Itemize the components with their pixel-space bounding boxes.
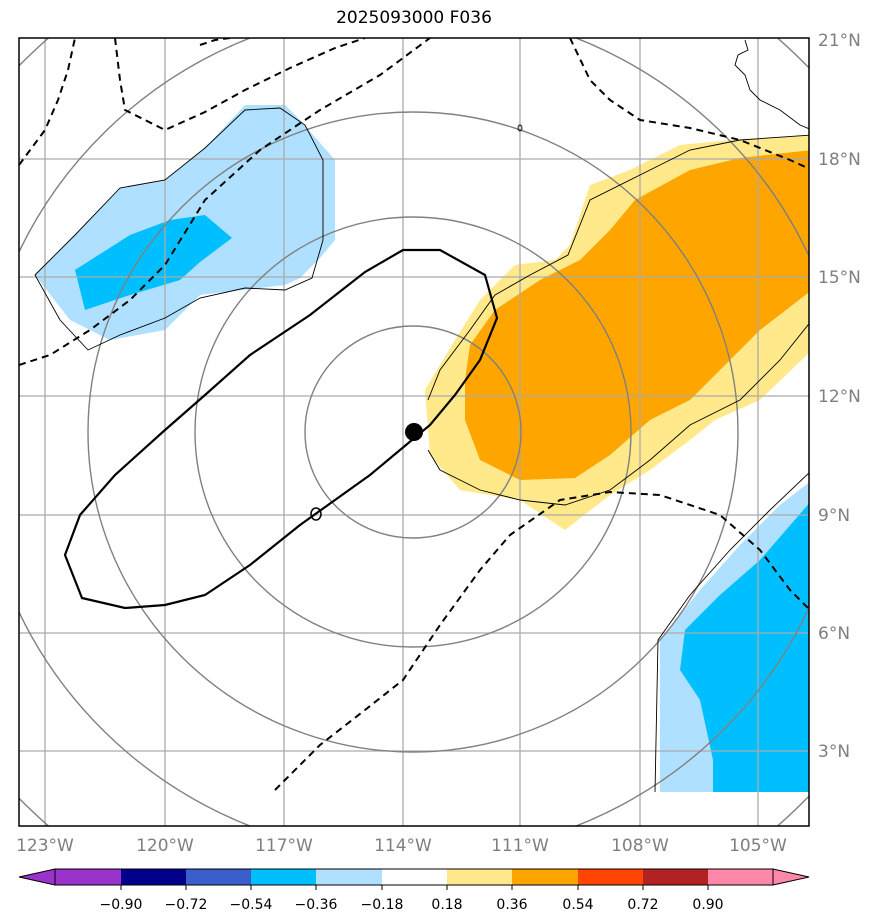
- lat-label: 6°N: [818, 624, 850, 644]
- colorbar-tick-label: −0.90: [100, 897, 143, 913]
- lat-label: 21°N: [818, 31, 861, 51]
- colorbar-segment: [316, 869, 382, 885]
- colorbar-min-arrow: [18, 868, 56, 886]
- lon-label: 108°W: [611, 836, 669, 856]
- colorbar: −0.90 −0.72 −0.54 −0.36 −0.18 0.18 0.36 …: [18, 868, 810, 913]
- bold-contour: [63, 248, 499, 610]
- colorbar-tick-label: 0.36: [496, 897, 527, 913]
- colorbar-segment: [708, 869, 773, 885]
- colorbar-ticks: [120, 885, 709, 890]
- negative-anomaly-region-northwest: [35, 105, 335, 340]
- lat-label: 3°N: [818, 742, 850, 762]
- colorbar-segment: [186, 869, 251, 885]
- latitude-labels: 21°N 18°N 15°N 12°N 9°N 6°N 3°N: [818, 31, 861, 762]
- colorbar-tick-label: −0.54: [230, 897, 273, 913]
- lon-label: 123°W: [16, 836, 74, 856]
- colorbar-max-arrow: [772, 868, 810, 886]
- colorbar-segment: [512, 869, 578, 885]
- negative-anomaly-region-southeast: [660, 482, 809, 792]
- longitude-labels: 123°W 120°W 117°W 114°W 111°W 108°W 105°…: [16, 836, 787, 856]
- small-contour-closure: [310, 507, 322, 521]
- dashed-contours: [19, 38, 809, 791]
- lon-label: 114°W: [374, 836, 432, 856]
- colorbar-tick-label: −0.36: [295, 897, 338, 913]
- lon-label: 117°W: [255, 836, 313, 856]
- colorbar-tick-label: 0.18: [431, 897, 462, 913]
- positive-anomaly-region-east: [425, 135, 809, 530]
- colorbar-segment: [121, 869, 186, 885]
- map-title: 2025093000 F036: [336, 8, 492, 28]
- storm-center-marker: [405, 423, 423, 441]
- colorbar-frame: [54, 868, 774, 886]
- colorbar-segment: [382, 869, 447, 885]
- colorbar-tick-label: 0.72: [627, 897, 658, 913]
- colorbar-segment: [251, 869, 316, 885]
- colorbar-tick-label: −0.72: [165, 897, 208, 913]
- lat-label: 15°N: [818, 268, 861, 288]
- map-frame: [18, 37, 810, 827]
- colorbar-segment: [578, 869, 643, 885]
- lon-label: 120°W: [136, 836, 194, 856]
- lat-label: 12°N: [818, 387, 861, 407]
- colorbar-segment: [55, 869, 121, 885]
- colorbar-segment: [643, 869, 708, 885]
- lon-label: 111°W: [491, 836, 549, 856]
- lon-label: 105°W: [729, 836, 787, 856]
- colorbar-tick-label: −0.18: [361, 897, 404, 913]
- thin-contours: [34, 39, 809, 793]
- lat-label: 18°N: [818, 150, 861, 170]
- lat-label: 9°N: [818, 506, 850, 526]
- colorbar-tick-label: 0.54: [562, 897, 593, 913]
- colorbar-segment: [447, 869, 512, 885]
- gridlines: [19, 38, 809, 826]
- colorbar-tick-label: 0.90: [692, 897, 723, 913]
